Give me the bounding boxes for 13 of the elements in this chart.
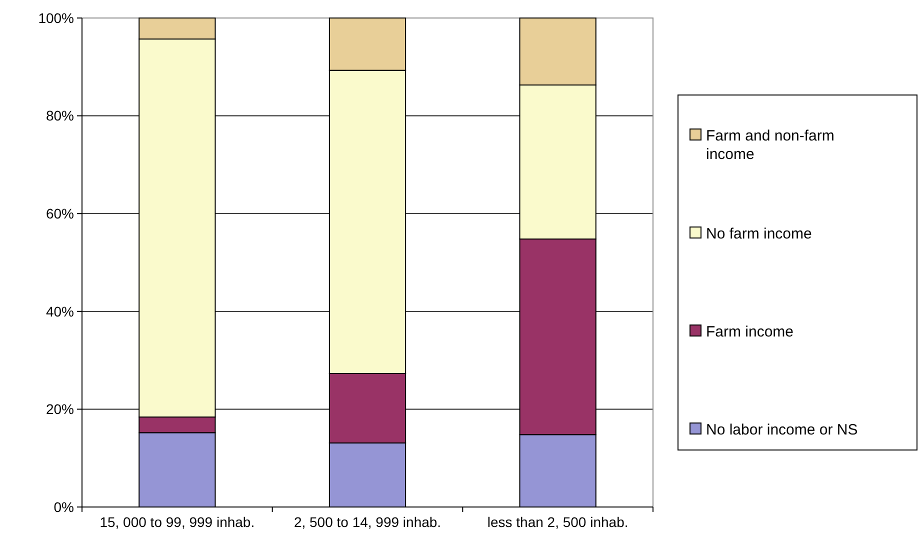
y-tick-label: 20% (46, 401, 74, 418)
x-tick-label: 2, 500 to 14, 999 inhab. (294, 514, 442, 530)
x-tick-label: 15, 000 to 99, 999 inhab. (100, 514, 255, 530)
legend-label: Farm and non-farm income (706, 127, 834, 163)
y-tick-label: 80% (46, 108, 74, 124)
legend-label: No farm income (706, 225, 812, 242)
y-tick-label: 40% (46, 303, 74, 320)
legend-label: Farm income (706, 323, 794, 340)
legend-label: No labor income or NS (706, 421, 858, 438)
y-tick-label: 60% (46, 206, 74, 222)
y-tick-label: 100% (38, 10, 74, 26)
y-tick-label: 0% (54, 498, 74, 515)
x-tick-label: less than 2, 500 inhab. (487, 514, 628, 530)
